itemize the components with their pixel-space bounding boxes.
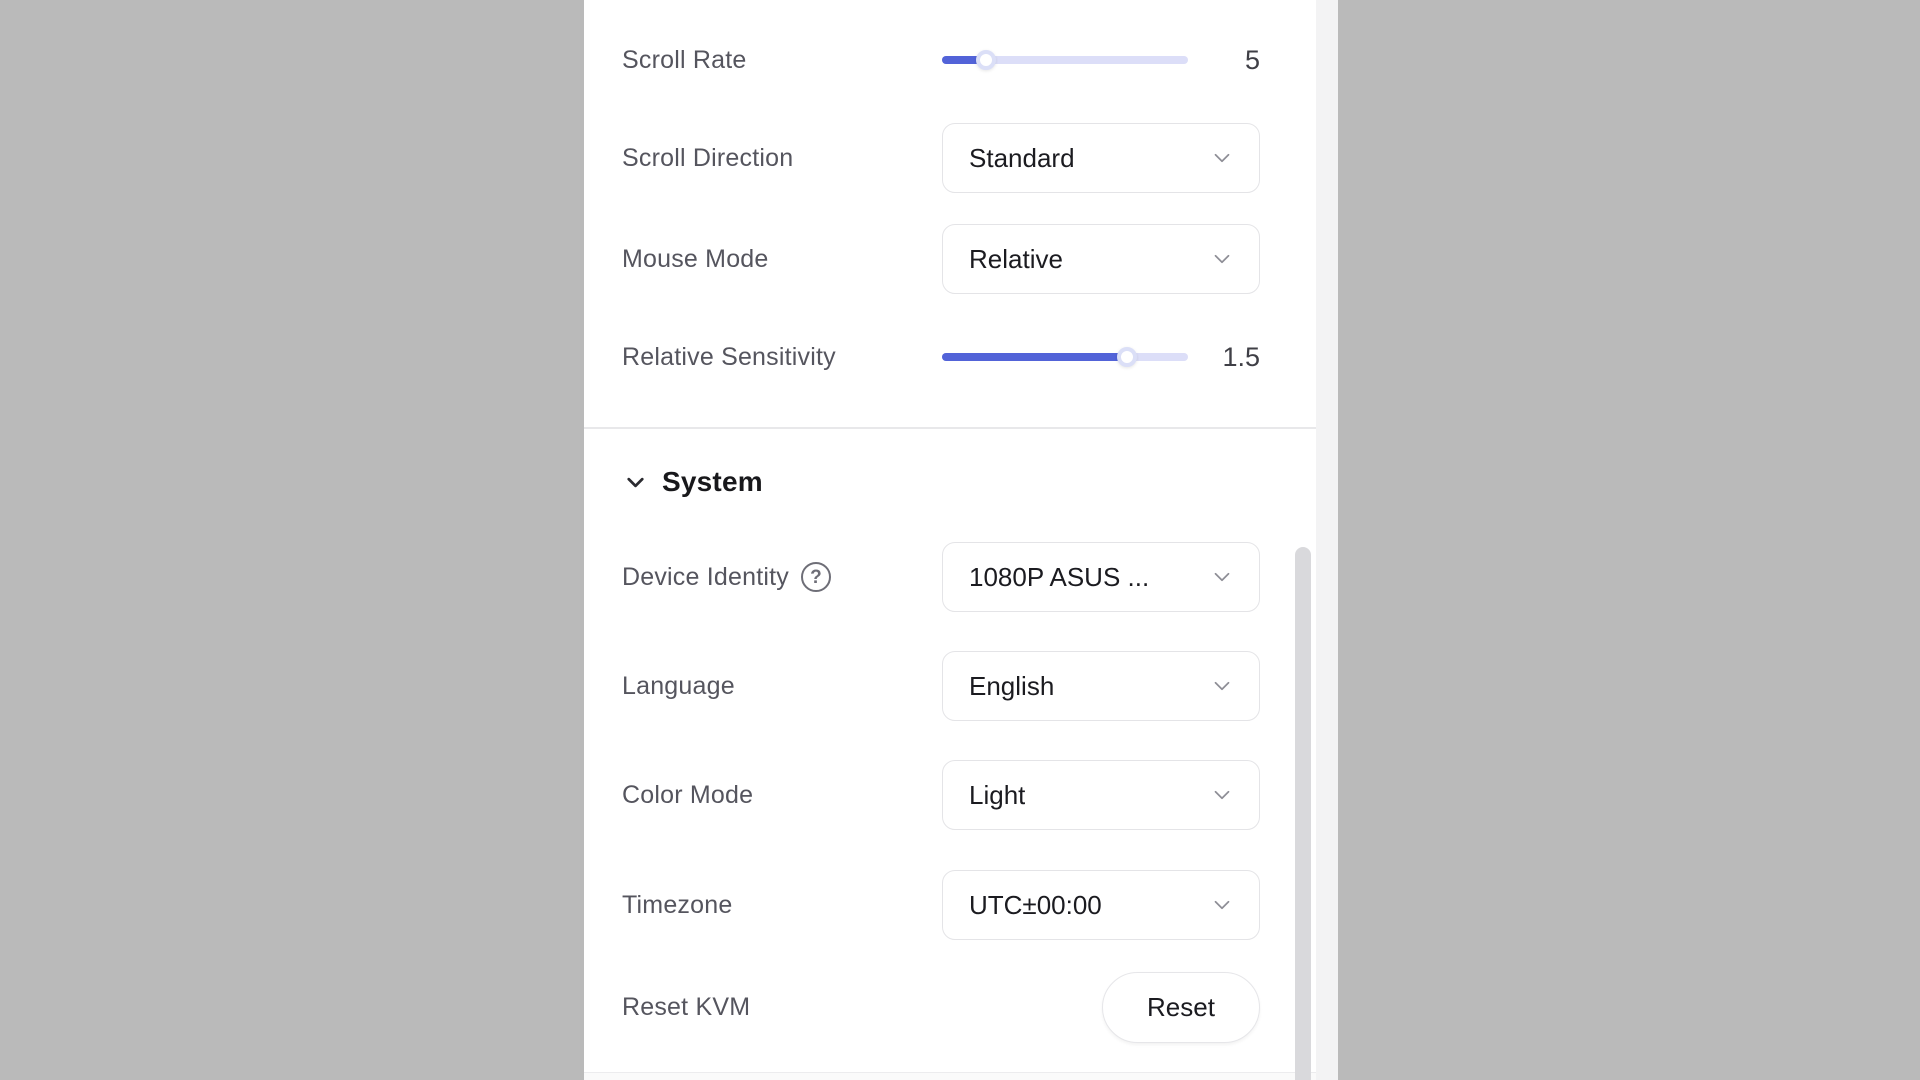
color-mode-label: Color Mode: [622, 780, 754, 809]
relative-sensitivity-value: 1.5: [1222, 341, 1260, 372]
language-select[interactable]: English: [942, 651, 1260, 721]
scroll-rate-value: 5: [1244, 44, 1260, 75]
chevron-down-icon: [1214, 572, 1230, 582]
mouse-mode-value: Relative: [969, 243, 1063, 274]
row-color-mode: Color Mode Light: [622, 760, 1260, 830]
relative-sensitivity-slider-thumb[interactable]: [1116, 347, 1137, 367]
relative-sensitivity-slider-group: 1.5: [942, 342, 1260, 373]
device-identity-select[interactable]: 1080P ASUS ...: [942, 542, 1260, 612]
relative-sensitivity-label: Relative Sensitivity: [622, 342, 836, 371]
color-mode-value: Light: [969, 779, 1026, 810]
scroll-rate-label: Scroll Rate: [622, 45, 747, 74]
timezone-select[interactable]: UTC±00:00: [942, 870, 1260, 940]
row-relative-sensitivity: Relative Sensitivity 1.5: [622, 322, 1260, 392]
scroll-direction-select[interactable]: Standard: [942, 123, 1260, 193]
help-icon[interactable]: ?: [800, 562, 831, 592]
system-section-title: System: [662, 466, 763, 497]
section-divider: [584, 427, 1316, 429]
relative-sensitivity-slider[interactable]: [942, 347, 1188, 367]
chevron-down-icon: [1214, 681, 1230, 691]
reset-kvm-label: Reset KVM: [622, 993, 751, 1021]
chevron-down-icon: [1214, 790, 1230, 800]
panel-footer-strip: [584, 1072, 1316, 1080]
language-label: Language: [622, 671, 735, 700]
settings-panel: Scroll Rate 5 Scroll Direction Standard …: [584, 0, 1316, 1080]
reset-button[interactable]: Reset: [1102, 972, 1260, 1043]
device-identity-label-text: Device Identity: [622, 562, 789, 591]
chevron-down-icon: [1214, 254, 1230, 264]
scroll-direction-label: Scroll Direction: [622, 143, 794, 172]
row-mouse-mode: Mouse Mode Relative: [622, 224, 1260, 294]
scroll-rate-slider-thumb[interactable]: [976, 50, 997, 70]
chevron-down-icon: [1214, 153, 1230, 163]
system-section-header[interactable]: System: [622, 462, 763, 502]
mouse-mode-select[interactable]: Relative: [942, 224, 1260, 294]
device-identity-value: 1080P ASUS ...: [969, 561, 1150, 592]
language-value: English: [969, 670, 1055, 701]
row-device-identity: Device Identity ? 1080P ASUS ...: [622, 542, 1260, 612]
scroll-rate-slider-fill: [942, 56, 987, 64]
row-scroll-rate: Scroll Rate 5: [622, 25, 1260, 95]
relative-sensitivity-slider-fill: [942, 353, 1127, 361]
panel-side-strip: [1316, 0, 1338, 1080]
timezone-label: Timezone: [622, 890, 733, 919]
device-identity-label: Device Identity ?: [622, 562, 831, 592]
row-timezone: Timezone UTC±00:00: [622, 870, 1260, 940]
chevron-down-icon: [1214, 900, 1230, 910]
mouse-mode-label: Mouse Mode: [622, 244, 769, 273]
panel-scrollbar[interactable]: [1295, 547, 1311, 1080]
scroll-direction-value: Standard: [969, 142, 1075, 173]
row-scroll-direction: Scroll Direction Standard: [622, 123, 1260, 193]
chevron-down-icon: [627, 477, 644, 487]
row-reset-kvm: Reset KVM Reset: [622, 971, 1260, 1044]
row-language: Language English: [622, 651, 1260, 721]
timezone-value: UTC±00:00: [969, 889, 1102, 920]
scroll-rate-slider-group: 5: [942, 45, 1260, 76]
color-mode-select[interactable]: Light: [942, 760, 1260, 830]
scroll-rate-slider[interactable]: [942, 50, 1188, 70]
